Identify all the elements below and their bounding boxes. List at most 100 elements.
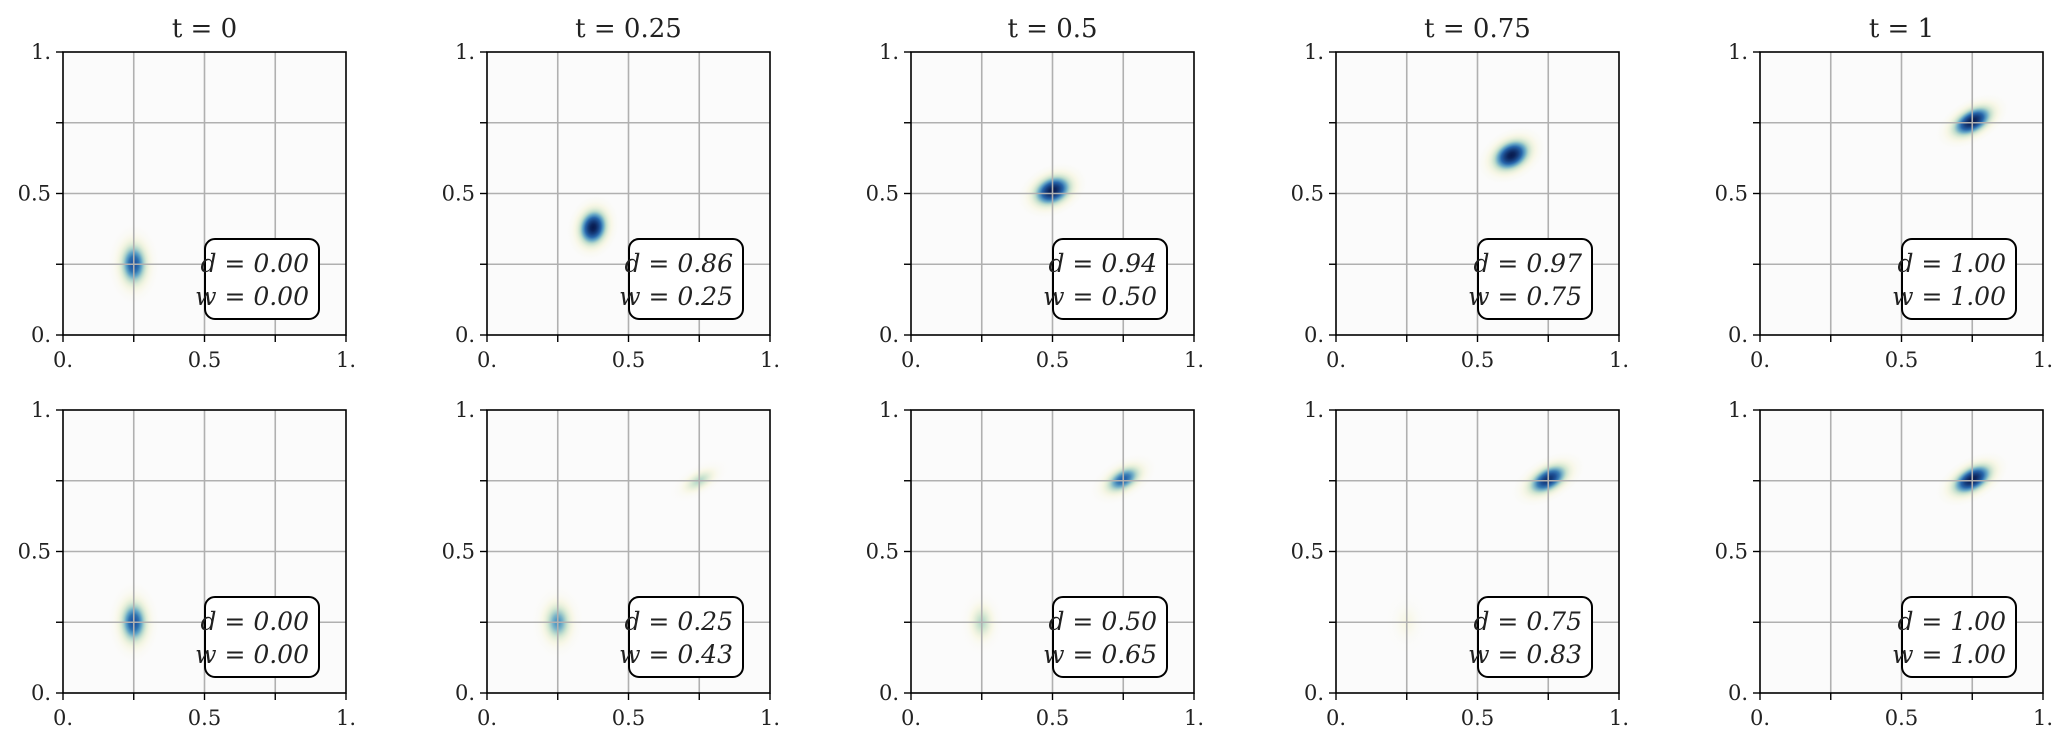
density-layer: [566, 194, 620, 261]
x-tick-label: 1.: [760, 348, 780, 372]
y-tick-label: 0.5: [1291, 540, 1324, 564]
y-tick-label: 0.: [31, 323, 51, 347]
x-tick-label: 0.5: [1461, 706, 1494, 730]
annotation-d-value: d = 1.00: [1897, 607, 2006, 636]
y-tick-label: 0.5: [1715, 182, 1748, 206]
y-tick-label: 1.: [455, 398, 475, 422]
y-tick-label: 0.: [879, 681, 899, 705]
x-tick-label: 0.: [1750, 348, 1770, 372]
y-tick-label: 1.: [1304, 40, 1324, 64]
x-tick-label: 0.: [53, 348, 73, 372]
y-tick-label: 1.: [455, 40, 475, 64]
y-tick-label: 0.5: [18, 540, 51, 564]
annotation-w-value: w = 0.83: [1468, 640, 1582, 669]
annotation-w-value: w = 0.00: [195, 282, 309, 311]
y-tick-label: 0.: [455, 681, 475, 705]
annotation-box: [1477, 238, 1593, 320]
x-tick-label: 1.: [1609, 706, 1629, 730]
x-tick-label: 0.: [477, 348, 497, 372]
panel-r0-c1: 0.0. 0.5 0.5 1. 1. t = 0.25 d = 0.86 w = 0.25: [442, 14, 780, 372]
annotation-w-value: w = 0.43: [619, 640, 733, 669]
x-tick-label: 0.: [901, 348, 921, 372]
y-tick-label: 0.: [31, 681, 51, 705]
panel-title: t = 0.75: [1424, 14, 1531, 44]
y-tick-label: 0.: [1728, 681, 1748, 705]
x-tick-label: 1.: [2033, 706, 2053, 730]
density-layer: [1477, 126, 1546, 185]
annotation-box: [1901, 238, 2017, 320]
annotation-w-value: w = 0.25: [619, 282, 733, 311]
annotation-w-value: w = 1.00: [1892, 282, 2006, 311]
panel-r0-c2: 0.0. 0.5 0.5 1. 1. t = 0.5 d = 0.94 w = 0.50: [866, 14, 1204, 372]
annotation-box: [628, 596, 744, 678]
panel-title: t = 1: [1869, 14, 1934, 44]
y-tick-label: 0.: [1728, 323, 1748, 347]
annotation-d-value: d = 0.50: [1048, 607, 1157, 636]
panel-r1-c0: 0.0. 0.5 0.5 1. 1. d = 0.00 w = 0.00: [18, 398, 356, 730]
panel-r1-c1: 0.0. 0.5 0.5 1. 1. d = 0.25 w = 0.43: [442, 398, 780, 730]
annotation-w-value: w = 0.65: [1043, 640, 1157, 669]
y-tick-label: 0.: [879, 323, 899, 347]
density-blob: [1477, 126, 1546, 185]
annotation-d-value: d = 0.25: [624, 607, 733, 636]
panel-r0-c0: 0.0. 0.5 0.5 1. 1. t = 0 d = 0.00 w = 0.00: [18, 14, 356, 372]
x-tick-label: 0.: [1326, 706, 1346, 730]
x-tick-label: 0.5: [188, 706, 221, 730]
y-tick-label: 0.5: [1291, 182, 1324, 206]
annotation-w-value: w = 1.00: [1892, 640, 2006, 669]
annotation-box: [1052, 238, 1168, 320]
annotation-d-value: d = 0.86: [624, 249, 733, 278]
annotation-d-value: d = 0.94: [1048, 249, 1157, 278]
x-tick-label: 0.: [53, 706, 73, 730]
annotation-w-value: w = 0.75: [1468, 282, 1582, 311]
x-tick-label: 0.5: [612, 348, 645, 372]
x-tick-label: 1.: [1609, 348, 1629, 372]
y-tick-label: 0.: [1304, 681, 1324, 705]
annotation-box: [204, 596, 320, 678]
x-tick-label: 1.: [336, 348, 356, 372]
panel-r1-c3: 0.0. 0.5 0.5 1. 1. d = 0.75 w = 0.83: [1291, 398, 1629, 730]
y-tick-label: 1.: [1728, 40, 1748, 64]
panel-title: t = 0.5: [1007, 14, 1097, 44]
y-tick-label: 1.: [1304, 398, 1324, 422]
panel-title: t = 0: [172, 14, 237, 44]
x-tick-label: 0.5: [1885, 706, 1918, 730]
annotation-w-value: w = 0.50: [1043, 282, 1157, 311]
x-tick-label: 0.: [477, 706, 497, 730]
x-tick-label: 0.: [1750, 706, 1770, 730]
panel-r1-c2: 0.0. 0.5 0.5 1. 1. d = 0.50 w = 0.65: [866, 398, 1204, 730]
x-tick-label: 0.5: [1461, 348, 1494, 372]
y-tick-label: 1.: [1728, 398, 1748, 422]
annotation-box: [1901, 596, 2017, 678]
x-tick-label: 0.: [1326, 348, 1346, 372]
panel-r1-c4: 0.0. 0.5 0.5 1. 1. d = 1.00 w = 1.00: [1715, 398, 2053, 730]
y-tick-label: 0.5: [866, 540, 899, 564]
annotation-w-value: w = 0.00: [195, 640, 309, 669]
annotation-d-value: d = 0.00: [200, 607, 309, 636]
y-tick-label: 0.5: [442, 182, 475, 206]
density-blob: [566, 194, 620, 261]
y-tick-label: 1.: [879, 40, 899, 64]
x-tick-label: 0.: [901, 706, 921, 730]
annotation-box: [204, 238, 320, 320]
y-tick-label: 1.: [879, 398, 899, 422]
panel-r0-c3: 0.0. 0.5 0.5 1. 1. t = 0.75 d = 0.97 w = 0.75: [1291, 14, 1629, 372]
y-tick-label: 0.5: [1715, 540, 1748, 564]
annotation-box: [628, 238, 744, 320]
x-tick-label: 0.5: [612, 706, 645, 730]
x-tick-label: 1.: [760, 706, 780, 730]
x-tick-label: 1.: [336, 706, 356, 730]
y-tick-label: 0.5: [18, 182, 51, 206]
y-tick-label: 1.: [31, 40, 51, 64]
annotation-d-value: d = 0.97: [1473, 249, 1582, 278]
annotation-d-value: d = 0.00: [200, 249, 309, 278]
y-tick-label: 0.: [1304, 323, 1324, 347]
y-tick-label: 0.5: [866, 182, 899, 206]
x-tick-label: 0.5: [1885, 348, 1918, 372]
panel-title: t = 0.25: [575, 14, 682, 44]
x-tick-label: 0.5: [1036, 348, 1069, 372]
x-tick-label: 0.5: [188, 348, 221, 372]
annotation-box: [1477, 596, 1593, 678]
annotation-d-value: d = 1.00: [1897, 249, 2006, 278]
